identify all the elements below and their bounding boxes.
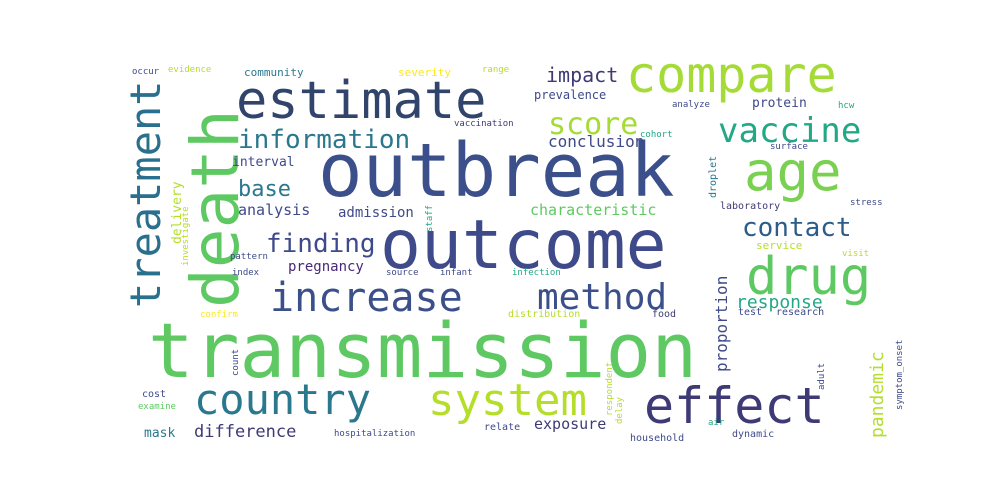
word-community: community: [244, 66, 304, 79]
word-admission: admission: [338, 205, 414, 221]
word-estimate: estimate: [236, 71, 486, 131]
word-compare: compare: [626, 46, 837, 104]
word-research: research: [776, 307, 824, 318]
word-analyze: analyze: [672, 100, 710, 110]
word-test: test: [738, 307, 762, 318]
word-source: source: [386, 268, 419, 278]
word-base: base: [238, 177, 291, 202]
word-service: service: [756, 239, 802, 252]
word-cost: cost: [142, 389, 166, 400]
word-hospitalization: hospitalization: [334, 429, 415, 439]
word-evidence: evidence: [168, 65, 211, 75]
word-distribution: distribution: [508, 309, 580, 320]
word-score: score: [548, 107, 638, 142]
word-effect: effect: [644, 377, 825, 435]
word-examine: examine: [138, 402, 176, 412]
word-adult: adult: [817, 363, 827, 390]
word-symptom-onset: symptom_onset: [895, 340, 905, 410]
word-method: method: [537, 277, 667, 318]
word-air: air: [708, 418, 725, 428]
word-infection: infection: [512, 268, 561, 278]
word-droplet: droplet: [708, 156, 719, 198]
word-age: age: [744, 140, 842, 203]
word-laboratory: laboratory: [720, 201, 780, 212]
word-stress: stress: [850, 198, 883, 208]
word-respondent: respondent: [605, 362, 615, 416]
word-staff: staff: [425, 205, 435, 232]
word-difference: difference: [194, 422, 296, 442]
word-pandemic: pandemic: [867, 351, 888, 438]
word-death: death: [177, 109, 254, 308]
word-food: food: [652, 309, 676, 320]
word-outcome: outcome: [380, 206, 667, 285]
word-mask: mask: [144, 426, 175, 441]
word-index: index: [232, 268, 260, 278]
word-finding: finding: [266, 229, 376, 259]
word-interval: interval: [232, 155, 295, 170]
word-response: response: [736, 292, 823, 313]
word-vaccine: vaccine: [718, 111, 861, 151]
word-dynamic: dynamic: [732, 429, 774, 440]
word-occur: occur: [132, 67, 160, 77]
word-infant: infant: [440, 268, 473, 278]
word-contact: contact: [742, 213, 852, 243]
word-confirm: confirm: [200, 310, 238, 320]
word-proportion: proportion: [712, 276, 731, 372]
word-prevalence: prevalence: [534, 88, 606, 102]
word-protein: protein: [752, 96, 807, 111]
word-count: count: [231, 349, 241, 376]
word-delivery: delivery: [170, 181, 185, 244]
word-treatment: treatment: [121, 80, 170, 308]
word-visit: visit: [842, 249, 869, 259]
word-impact: impact: [546, 63, 618, 87]
word-characteristic: characteristic: [530, 201, 656, 219]
word-pregnancy: pregnancy: [288, 259, 364, 275]
word-household: household: [630, 433, 684, 444]
word-investigate: investigate: [181, 206, 191, 266]
word-information: information: [238, 125, 410, 155]
word-transmission: transmission: [148, 306, 697, 395]
word-relate: relate: [484, 422, 520, 433]
word-range: range: [482, 65, 509, 75]
word-surface: surface: [770, 142, 808, 152]
word-exposure: exposure: [534, 415, 606, 433]
word-drug: drug: [746, 247, 871, 307]
word-delay: delay: [615, 396, 625, 424]
word-increase: increase: [270, 275, 463, 321]
word-country: country: [194, 375, 371, 424]
word-severity: severity: [398, 66, 451, 79]
word-hcw: hcw: [838, 101, 855, 111]
word-conclusion: conclusion: [548, 132, 644, 151]
word-pattern: pattern: [230, 252, 268, 262]
word-vaccination: vaccination: [454, 119, 514, 129]
word-system: system: [428, 375, 587, 426]
word-analysis: analysis: [238, 201, 310, 219]
word-cohort: cohort: [640, 130, 673, 140]
word-outbreak: outbreak: [318, 128, 674, 214]
